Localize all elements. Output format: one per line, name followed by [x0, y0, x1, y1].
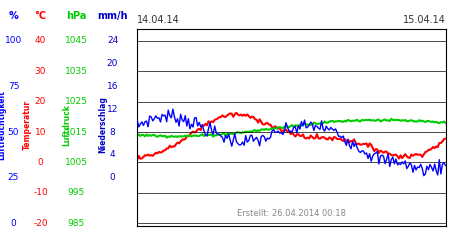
Text: hPa: hPa — [66, 11, 87, 21]
Text: -10: -10 — [33, 188, 48, 197]
Text: 0: 0 — [11, 219, 16, 228]
Text: 100: 100 — [5, 36, 22, 46]
Text: 14.04.14: 14.04.14 — [137, 15, 180, 25]
Text: 25: 25 — [8, 173, 19, 182]
Text: 50: 50 — [8, 128, 19, 136]
Text: 16: 16 — [107, 82, 118, 91]
Text: 75: 75 — [8, 82, 19, 91]
Text: 1035: 1035 — [65, 67, 88, 76]
Text: 1025: 1025 — [65, 97, 88, 106]
Text: °C: °C — [35, 11, 46, 21]
Text: 0: 0 — [38, 158, 43, 167]
Text: 15.04.14: 15.04.14 — [403, 15, 446, 25]
Text: -20: -20 — [33, 219, 48, 228]
Text: 10: 10 — [35, 128, 46, 136]
Text: Luftdruck: Luftdruck — [62, 104, 71, 146]
Text: Niederschlag: Niederschlag — [98, 96, 107, 154]
Text: 40: 40 — [35, 36, 46, 46]
Text: 985: 985 — [68, 219, 85, 228]
Text: 20: 20 — [35, 97, 46, 106]
Text: 24: 24 — [107, 36, 118, 46]
Text: 1005: 1005 — [65, 158, 88, 167]
Text: 1045: 1045 — [65, 36, 88, 46]
Text: Erstellt: 26.04.2014 00:18: Erstellt: 26.04.2014 00:18 — [237, 209, 346, 218]
Text: mm/h: mm/h — [97, 11, 128, 21]
Text: 30: 30 — [35, 67, 46, 76]
Text: 8: 8 — [110, 128, 115, 136]
Text: 995: 995 — [68, 188, 85, 197]
Text: 12: 12 — [107, 105, 118, 114]
Text: 1015: 1015 — [65, 128, 88, 136]
Text: 0: 0 — [110, 173, 115, 182]
Text: Temperatur: Temperatur — [22, 100, 32, 150]
Text: Luftfeuchtigkeit: Luftfeuchtigkeit — [0, 90, 7, 160]
Text: 20: 20 — [107, 59, 118, 68]
Text: 4: 4 — [110, 150, 115, 159]
Text: %: % — [9, 11, 18, 21]
